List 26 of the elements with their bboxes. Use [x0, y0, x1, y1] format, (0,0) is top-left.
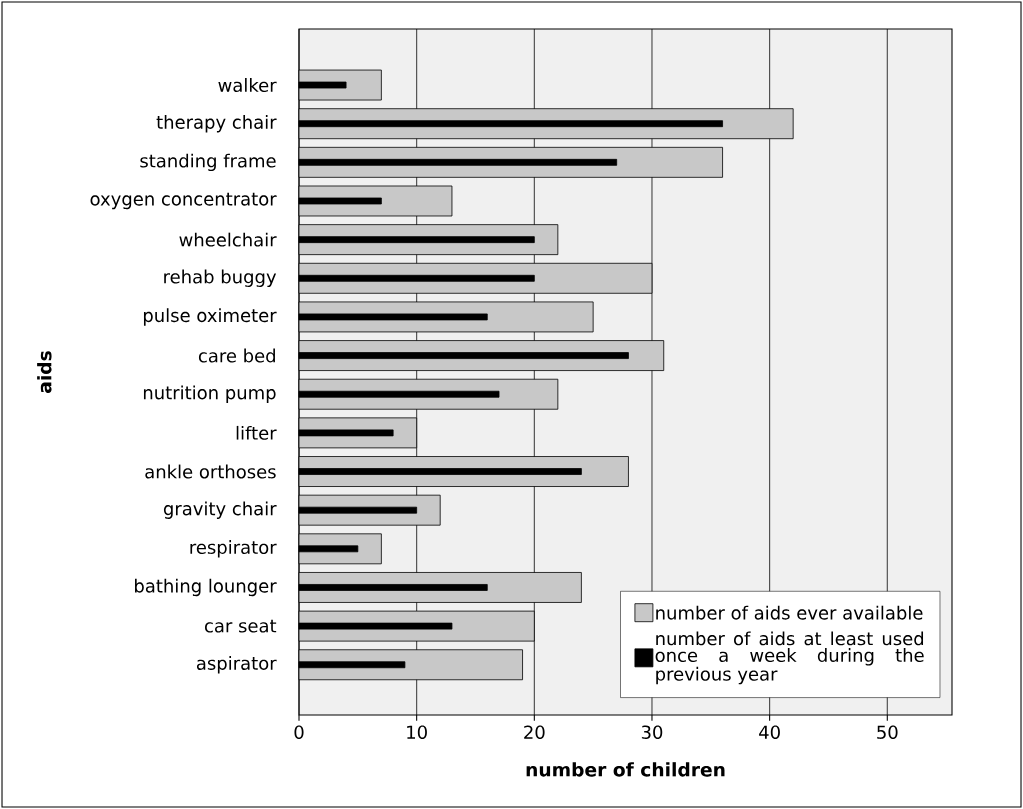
x-axis-title: number of children [526, 762, 725, 777]
legend-label: number of aids ever available [656, 605, 923, 620]
y-tick-label: nutrition pump [143, 385, 276, 403]
y-tick-label: rehab buggy [164, 269, 277, 287]
x-tick-label: 0 [294, 725, 304, 740]
x-tick-label: 20 [524, 725, 545, 740]
y-tick-label: ankle orthoses [145, 464, 276, 479]
x-tick-label: 40 [759, 725, 780, 740]
y-tick-label: respirator [190, 540, 277, 558]
y-tick-label: car seat [205, 619, 277, 633]
y-tick-label: walker [218, 78, 277, 93]
y-tick-label: lifter [236, 425, 277, 440]
y-tick-label: pulse oximeter [143, 308, 277, 326]
y-tick-label: bathing lounger [135, 578, 277, 597]
y-axis-title: aids [37, 351, 52, 393]
y-tick-label: aspirator [196, 656, 277, 674]
x-tick-label: 10 [407, 725, 427, 740]
y-tick-label: wheelchair [179, 232, 277, 247]
y-tick-label: gravity chair [163, 501, 277, 519]
y-tick-label: oxygen concentrator [90, 192, 277, 210]
legend-label: number of aids at least used once a week during the previous year [655, 631, 924, 685]
y-tick-label: therapy chair [156, 114, 277, 133]
x-tick-label: 50 [877, 725, 898, 740]
y-tick-label: standing frame [140, 153, 276, 172]
x-tick-label: 30 [641, 725, 663, 740]
y-tick-label: care bed [198, 348, 275, 363]
